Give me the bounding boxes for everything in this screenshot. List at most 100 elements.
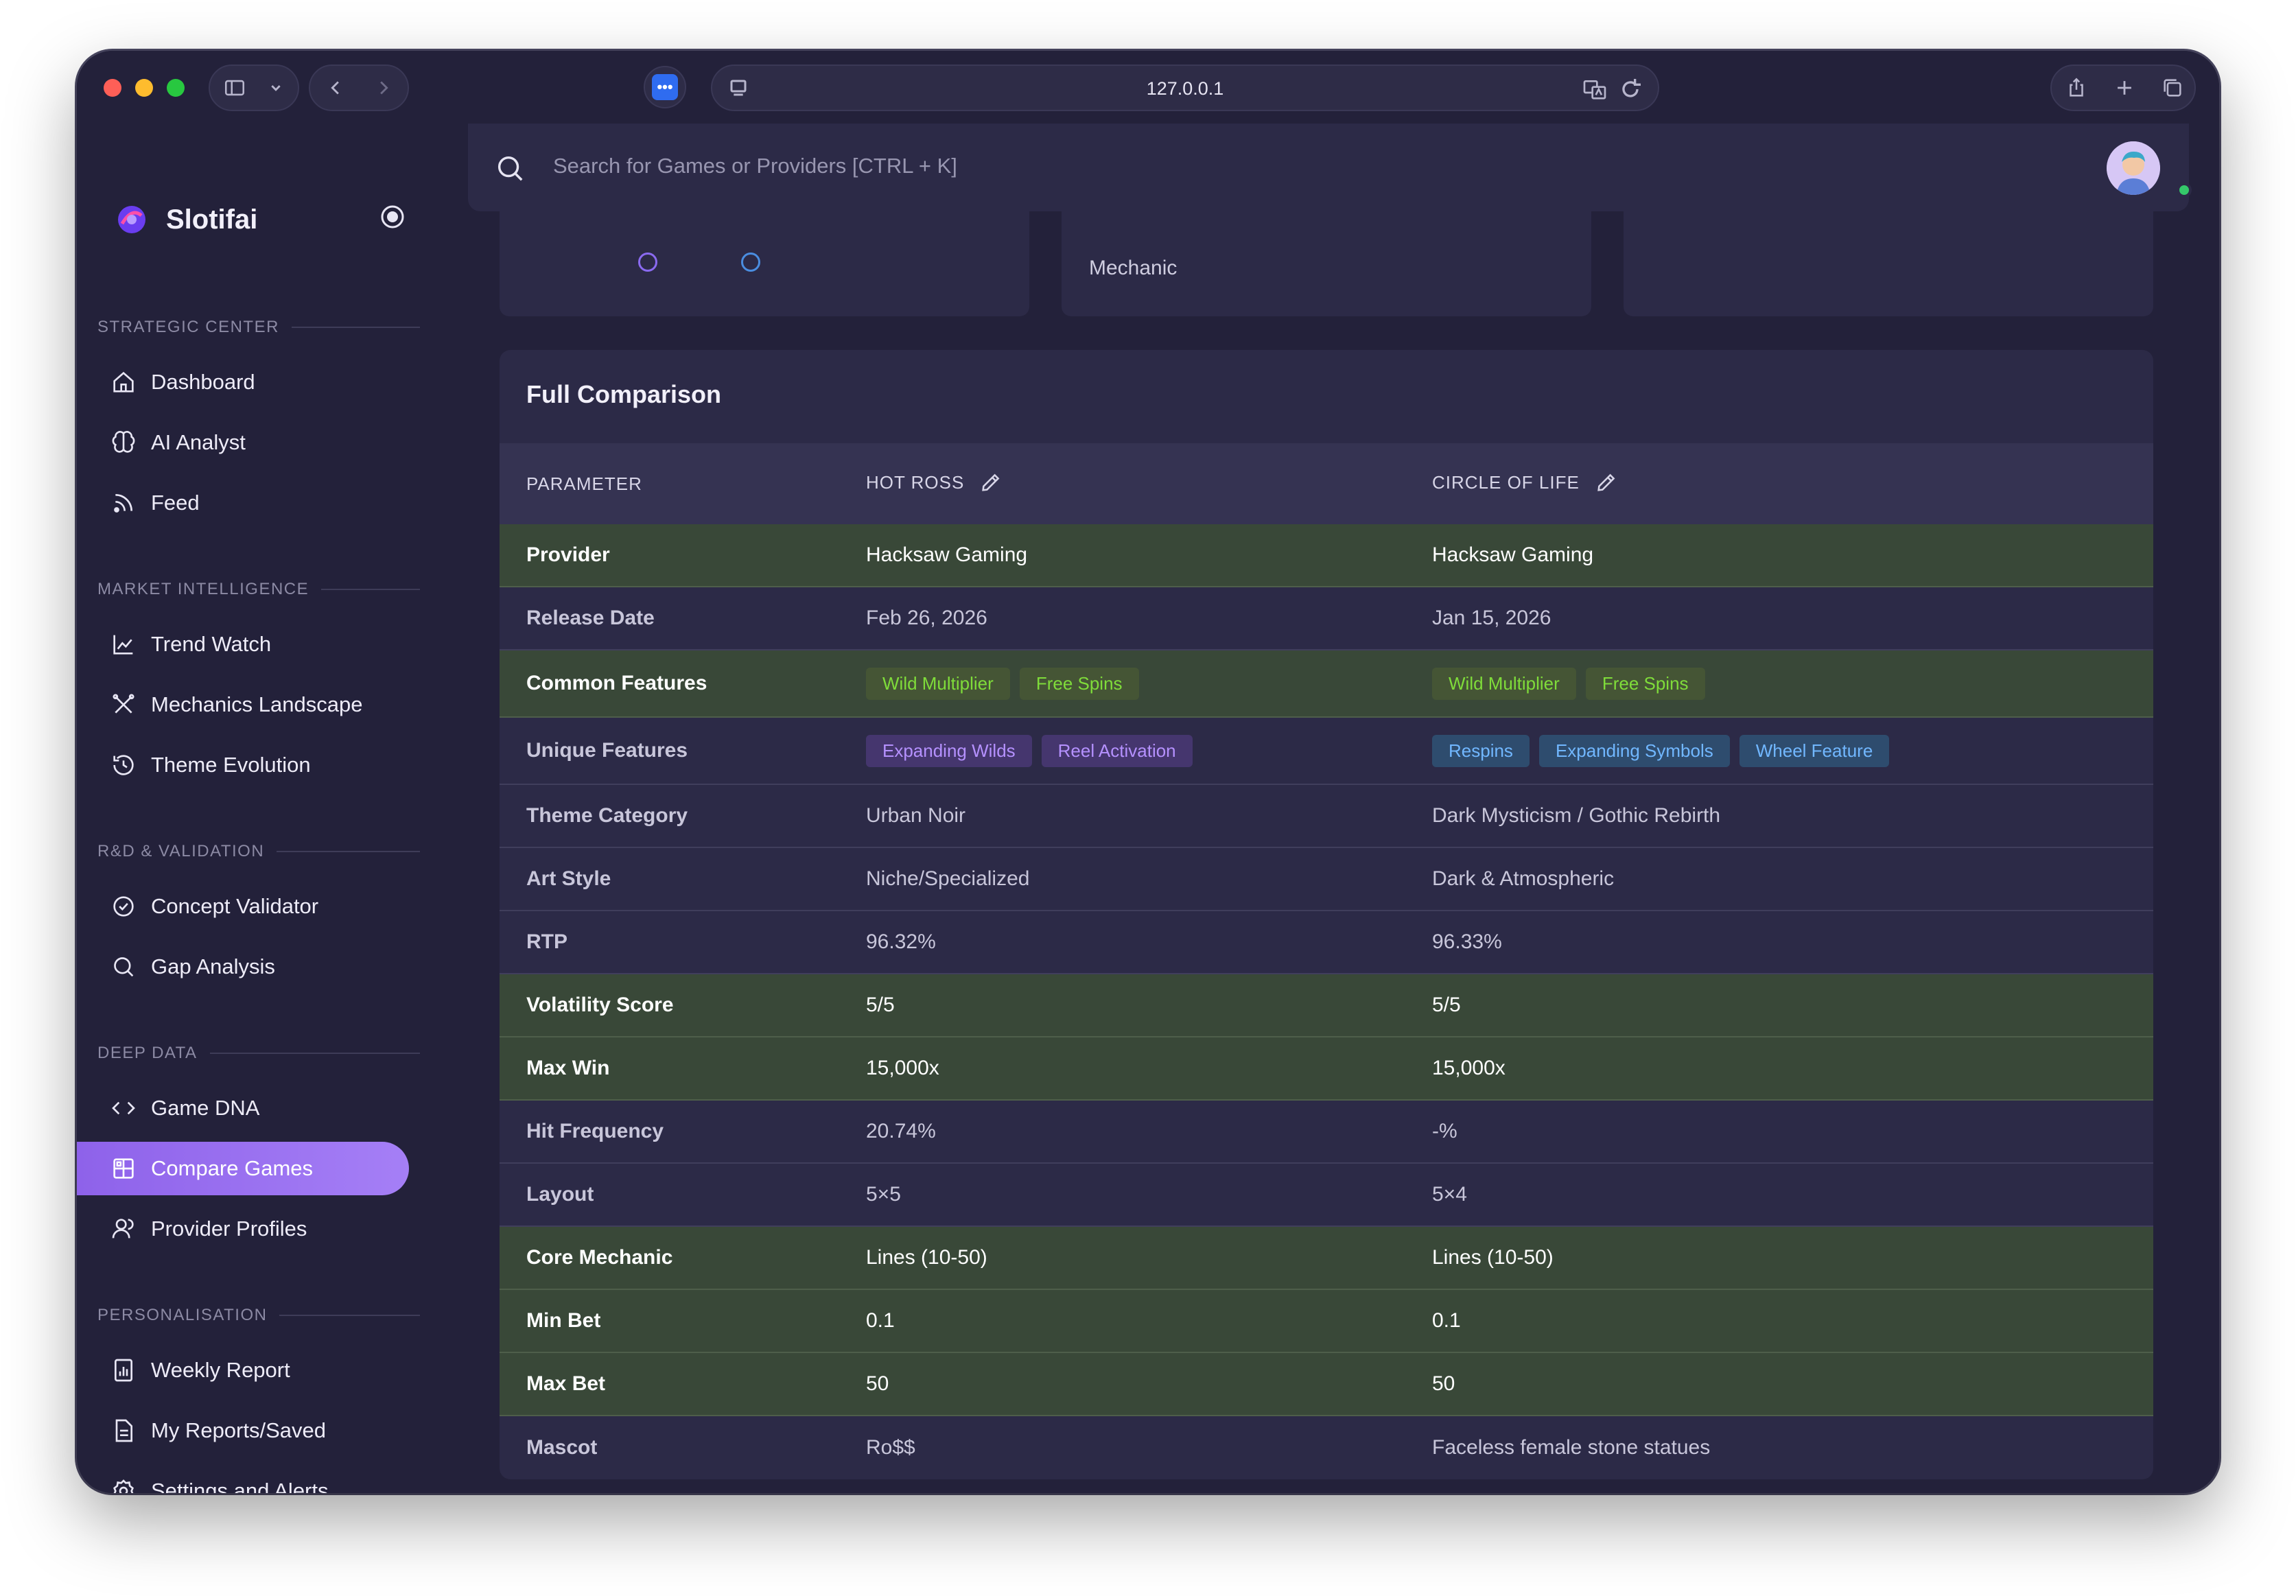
code-icon (112, 1101, 135, 1115)
table-row: Layout 5×5 5×4 (500, 1164, 2153, 1227)
back-icon[interactable] (314, 66, 358, 110)
feature-tag: Free Spins (1585, 667, 1705, 700)
full-comparison-card: Full Comparison PARAMETER HOT ROSS CIRCL… (500, 350, 2153, 1479)
brand[interactable]: Slotifai (115, 199, 257, 240)
report-icon (115, 1359, 132, 1382)
table-row: Hit Frequency 20.74% -% (500, 1101, 2153, 1164)
gear-icon (113, 1479, 134, 1493)
zoom-window-button[interactable] (167, 79, 185, 97)
share-icon[interactable] (2054, 66, 2098, 110)
sidebar: Slotifai STRATEGIC CENTER Dashboard AI A… (77, 124, 461, 1493)
search-icon (114, 957, 134, 977)
table-row: Theme Category Urban Noir Dark Mysticism… (500, 785, 2153, 848)
tools-icon (113, 694, 134, 714)
chevron-down-icon[interactable] (254, 66, 298, 110)
chart-line-icon (113, 635, 133, 655)
section-deep-data: DEEP DATA (97, 1043, 420, 1064)
nav-settings-alerts[interactable]: Settings and Alerts (77, 1464, 409, 1493)
search-icon (497, 156, 523, 181)
search-input[interactable]: Search for Games or Providers [CTRL + K] (553, 154, 957, 178)
feature-tag: Wild Multiplier (866, 667, 1010, 700)
tab-overview-icon[interactable] (2151, 66, 2194, 110)
document-icon (115, 1419, 132, 1442)
history-icon (113, 755, 134, 775)
nav-game-dna[interactable]: Game DNA (77, 1081, 409, 1135)
feature-tag: Expanding Wilds (866, 734, 1032, 767)
section-rd-validation: R&D & VALIDATION (97, 841, 420, 862)
feature-tag: Respins (1432, 734, 1530, 767)
users-icon (112, 1219, 134, 1239)
history-nav-group (309, 64, 409, 111)
nav-ai-analyst[interactable]: AI Analyst (77, 416, 409, 469)
nav-compare-games[interactable]: Compare Games (77, 1142, 409, 1195)
table-row: Mascot Ro$$ Faceless female stone statue… (526, 1436, 1711, 1459)
nav-mechanics-landscape[interactable]: Mechanics Landscape (77, 678, 409, 731)
common-features-b: Wild Multiplier Free Spins (1432, 667, 1705, 700)
close-window-button[interactable] (104, 79, 121, 97)
slotifai-logo-icon (118, 206, 145, 233)
window-actions-group (2050, 64, 2196, 111)
table-header: PARAMETER HOT ROSS CIRCLE OF LIFE (500, 443, 2153, 524)
brain-icon (112, 431, 135, 453)
online-status-indicator (2177, 183, 2192, 198)
reload-icon[interactable] (1617, 75, 1644, 103)
forward-icon[interactable] (361, 66, 405, 110)
browser-window: ••• 127.0.0.1 (77, 51, 2219, 1493)
table-row: Max Win 15,000x 15,000x (500, 1037, 2153, 1101)
sidebar-toggle-group (209, 64, 299, 111)
table-row: RTP 96.32% 96.33% (500, 911, 2153, 974)
nav-dashboard[interactable]: Dashboard (77, 355, 409, 409)
feature-tag: Reel Activation (1041, 734, 1193, 767)
url-text: 127.0.0.1 (1146, 78, 1224, 99)
table-row: Max Bet 50 50 (500, 1353, 2153, 1416)
nav-weekly-report[interactable]: Weekly Report (77, 1343, 409, 1397)
section-personalisation: PERSONALISATION (97, 1305, 420, 1326)
section-strategic-center: STRATEGIC CENTER (97, 317, 420, 338)
table-row: Min Bet 0.1 0.1 (500, 1290, 2153, 1353)
global-search-bar[interactable]: Search for Games or Providers [CTRL + K] (468, 124, 2189, 211)
minimize-window-button[interactable] (135, 79, 153, 97)
summary-card-middle-text: Mechanic (1089, 257, 1178, 279)
nav-provider-profiles[interactable]: Provider Profiles (77, 1202, 409, 1256)
address-bar[interactable]: 127.0.0.1 (711, 64, 1659, 111)
feature-tag: Wheel Feature (1739, 734, 1890, 767)
header-game-b: CIRCLE OF LIFE (1432, 471, 1618, 494)
table-row: Common Features Wild Multiplier Free Spi… (500, 650, 2153, 718)
comparison-title: Full Comparison (526, 380, 722, 408)
nav-theme-evolution[interactable]: Theme Evolution (77, 738, 409, 792)
sidebar-toggle-icon[interactable] (213, 66, 257, 110)
compare-icon (113, 1158, 134, 1179)
sidebar-collapse-icon[interactable] (379, 203, 406, 231)
table-row: Unique Features Expanding Wilds Reel Act… (500, 718, 2153, 785)
feature-tag: Wild Multiplier (1432, 667, 1576, 700)
header-parameter: PARAMETER (526, 473, 642, 494)
home-icon (113, 371, 134, 392)
nav-gap-analysis[interactable]: Gap Analysis (77, 940, 409, 994)
table-row: Core Mechanic Lines (10-50) Lines (10-50… (500, 1227, 2153, 1290)
translate-icon[interactable] (1581, 75, 1608, 103)
common-features-a: Wild Multiplier Free Spins (866, 667, 1139, 700)
extension-icon[interactable]: ••• (644, 66, 686, 108)
page-settings-icon[interactable] (725, 74, 752, 102)
nav-feed[interactable]: Feed (77, 476, 409, 530)
edit-game-a-icon[interactable] (979, 471, 1003, 494)
user-avatar[interactable] (2107, 141, 2160, 195)
check-circle-icon (113, 896, 134, 917)
table-row: Release Date Feb 26, 2026 Jan 15, 2026 (500, 587, 2153, 650)
nav-concept-validator[interactable]: Concept Validator (77, 880, 409, 933)
app-name: Slotifai (166, 204, 258, 235)
section-market-intelligence: MARKET INTELLIGENCE (97, 579, 420, 600)
unique-features-a: Expanding Wilds Reel Activation (866, 734, 1193, 767)
nav-my-reports[interactable]: My Reports/Saved (77, 1404, 409, 1457)
main-content: Mechanic Search for Games or Providers [… (461, 124, 2219, 1493)
table-row: Art Style Niche/Specialized Dark & Atmos… (500, 848, 2153, 911)
table-row: Provider Hacksaw Gaming Hacksaw Gaming (500, 524, 2153, 587)
browser-titlebar: ••• 127.0.0.1 (77, 51, 2219, 124)
feature-tag: Expanding Symbols (1538, 734, 1730, 767)
rss-icon (114, 494, 132, 513)
new-tab-icon[interactable] (2102, 66, 2146, 110)
nav-trend-watch[interactable]: Trend Watch (77, 618, 409, 671)
header-game-a: HOT ROSS (866, 471, 1003, 494)
unique-features-b: Respins Expanding Symbols Wheel Feature (1432, 734, 1890, 767)
edit-game-b-icon[interactable] (1595, 471, 1618, 494)
